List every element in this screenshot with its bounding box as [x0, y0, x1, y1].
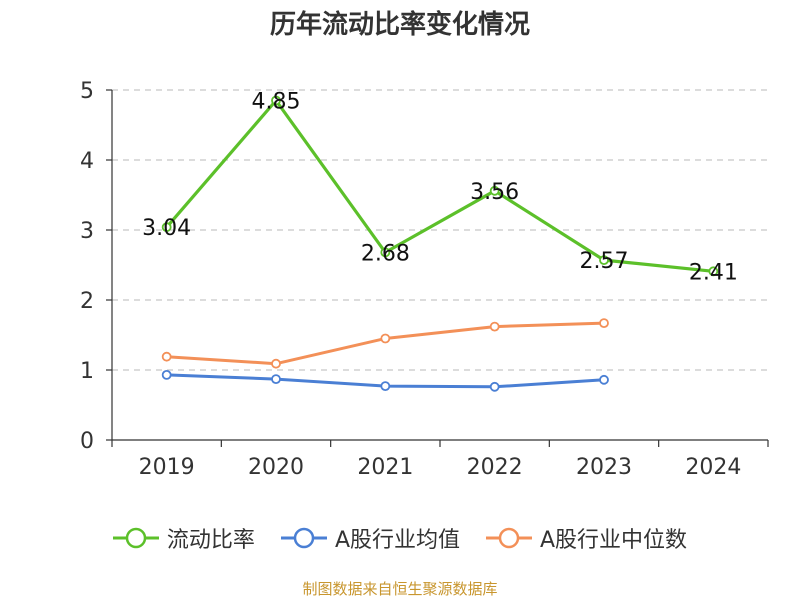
series-1-point-2020: [271, 374, 281, 385]
legend-swatch-icon: [280, 527, 327, 549]
legend-item-0[interactable]: 流动比率: [112, 522, 255, 554]
x-tick-label-2022: 2022: [467, 455, 523, 480]
series-2-point-2019: [161, 351, 172, 362]
series-line-2: [166, 321, 605, 366]
legend-label: A股行业中位数: [540, 528, 688, 553]
legend-item-2[interactable]: A股行业中位数: [486, 522, 687, 554]
legend-label: A股行业均值: [334, 528, 460, 553]
y-tick-label-2: 2: [80, 289, 94, 314]
legend-label: 流动比率: [166, 528, 255, 553]
series-2-point-2023: [599, 318, 609, 329]
series-0-point-2020: [271, 95, 281, 106]
y-tick-label-4: 4: [80, 149, 94, 174]
data-label-2021: 2.68: [361, 241, 410, 266]
series-1-point-2022: [489, 381, 500, 392]
series-2-point-2020: [271, 358, 281, 369]
series-1-point-2019: [161, 369, 172, 380]
x-tick-label-2023: 2023: [576, 455, 632, 480]
x-tick-label-2019: 2019: [139, 455, 195, 480]
chart-title: 历年流动比率变化情况: [269, 10, 530, 40]
x-tick-label-2024: 2024: [685, 455, 741, 480]
y-tick-label-0: 0: [80, 429, 94, 454]
source-note: 制图数据来自恒生聚源数据库: [302, 580, 498, 598]
data-label-2023: 2.57: [580, 249, 629, 274]
series-0-point-2021: [380, 247, 391, 258]
x-tick-label-2021: 2021: [357, 455, 413, 480]
axes: 0 1 2 3 4 5 2019 2020 2021 2022 2023 2024: [80, 79, 769, 480]
series-0-point-2022: [489, 185, 500, 196]
legend: 流动比率 A股行业均值 A股行业中位数: [0, 518, 800, 558]
legend-swatch-icon: [112, 527, 159, 549]
y-tick-label-3: 3: [80, 219, 94, 244]
y-tick-label-5: 5: [80, 79, 94, 104]
grid-lines: [112, 89, 768, 371]
x-tick-label-2020: 2020: [248, 455, 304, 480]
series-0-point-2024: [708, 266, 719, 277]
series-line-0: [165, 98, 714, 273]
series-1-point-2021: [380, 381, 391, 392]
data-label-2020: 4.85: [252, 90, 301, 115]
legend-item-1[interactable]: A股行业均值: [280, 522, 460, 554]
legend-swatch-icon: [486, 527, 532, 549]
y-tick-label-1: 1: [80, 359, 94, 384]
data-labels: 3.04 4.85 2.68 3.56 2.57 2.41: [142, 90, 738, 286]
series-0-point-2023: [599, 255, 609, 266]
series-2-point-2022: [489, 321, 500, 332]
series-1-point-2023: [599, 374, 609, 385]
series-lines: [161, 95, 719, 392]
data-label-2019: 3.04: [142, 216, 191, 241]
data-label-2022: 3.56: [470, 180, 519, 205]
series-2-point-2021: [380, 333, 391, 344]
data-label-2024: 2.41: [689, 260, 738, 285]
series-0-point-2019: [161, 222, 172, 233]
